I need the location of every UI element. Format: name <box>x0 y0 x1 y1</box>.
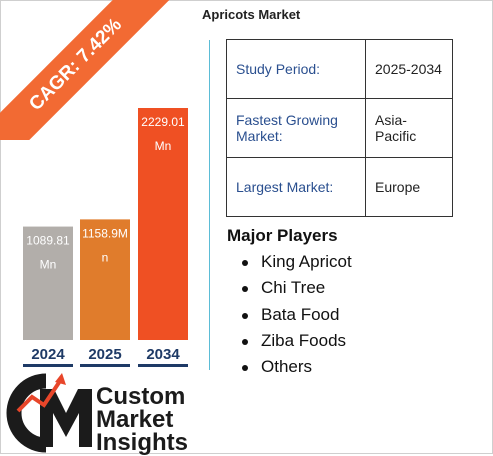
divider-line <box>209 40 210 370</box>
info-table: Study Period: 2025-2034 Fastest Growing … <box>226 39 453 217</box>
info-label: Study Period: <box>226 39 366 99</box>
info-row-study-period: Study Period: 2025-2034 <box>226 39 453 99</box>
info-value: 2025-2034 <box>365 39 453 99</box>
year-underline <box>23 364 73 367</box>
list-item: Ziba Foods <box>242 331 352 357</box>
info-label: Largest Market: <box>226 157 366 217</box>
company-logo: Custom Market Insights <box>0 367 210 456</box>
logo-text-line: Insights <box>96 429 189 456</box>
data-label: 1158.9M <box>82 226 128 240</box>
list-item: King Apricot <box>242 252 352 278</box>
list-item: Chi Tree <box>242 278 352 304</box>
data-label: 2229.01 <box>141 115 185 129</box>
tick-label: 2024 <box>31 346 65 363</box>
chart-title: Apricots Market <box>202 7 301 22</box>
data-label: Mn <box>40 258 57 272</box>
info-row-fastest-market: Fastest Growing Market: Asia-Pacific <box>226 98 453 158</box>
year-box <box>138 340 188 366</box>
data-label: n <box>102 250 109 264</box>
logo-text-line: Market <box>96 406 174 433</box>
logo-text-line: Custom <box>96 383 186 410</box>
cmi-logo-icon <box>6 373 92 453</box>
bar <box>138 108 188 340</box>
bar <box>23 226 73 340</box>
year-underline <box>80 364 130 367</box>
info-value: Asia-Pacific <box>365 98 453 158</box>
year-box <box>80 340 130 366</box>
data-label: Mn <box>155 139 172 153</box>
info-value: Europe <box>365 157 453 217</box>
bar-chart: 1089.81 Mn 2024 1158.9M n 2025 2229.01 Mn 2034 <box>23 108 188 367</box>
year-box <box>23 340 73 366</box>
bar <box>80 219 130 340</box>
info-row-largest-market: Largest Market: Europe <box>226 157 453 217</box>
list-item: Others <box>242 357 352 383</box>
info-label: Fastest Growing Market: <box>226 98 366 158</box>
players-list: King Apricot Chi Tree Bata Food Ziba Foo… <box>242 252 352 383</box>
list-item: Bata Food <box>242 305 352 331</box>
year-underline <box>138 364 188 367</box>
tick-label: 2034 <box>146 346 180 363</box>
data-label: 1089.81 <box>26 234 70 248</box>
tick-label: 2025 <box>88 346 121 363</box>
players-heading: Major Players <box>227 226 338 245</box>
